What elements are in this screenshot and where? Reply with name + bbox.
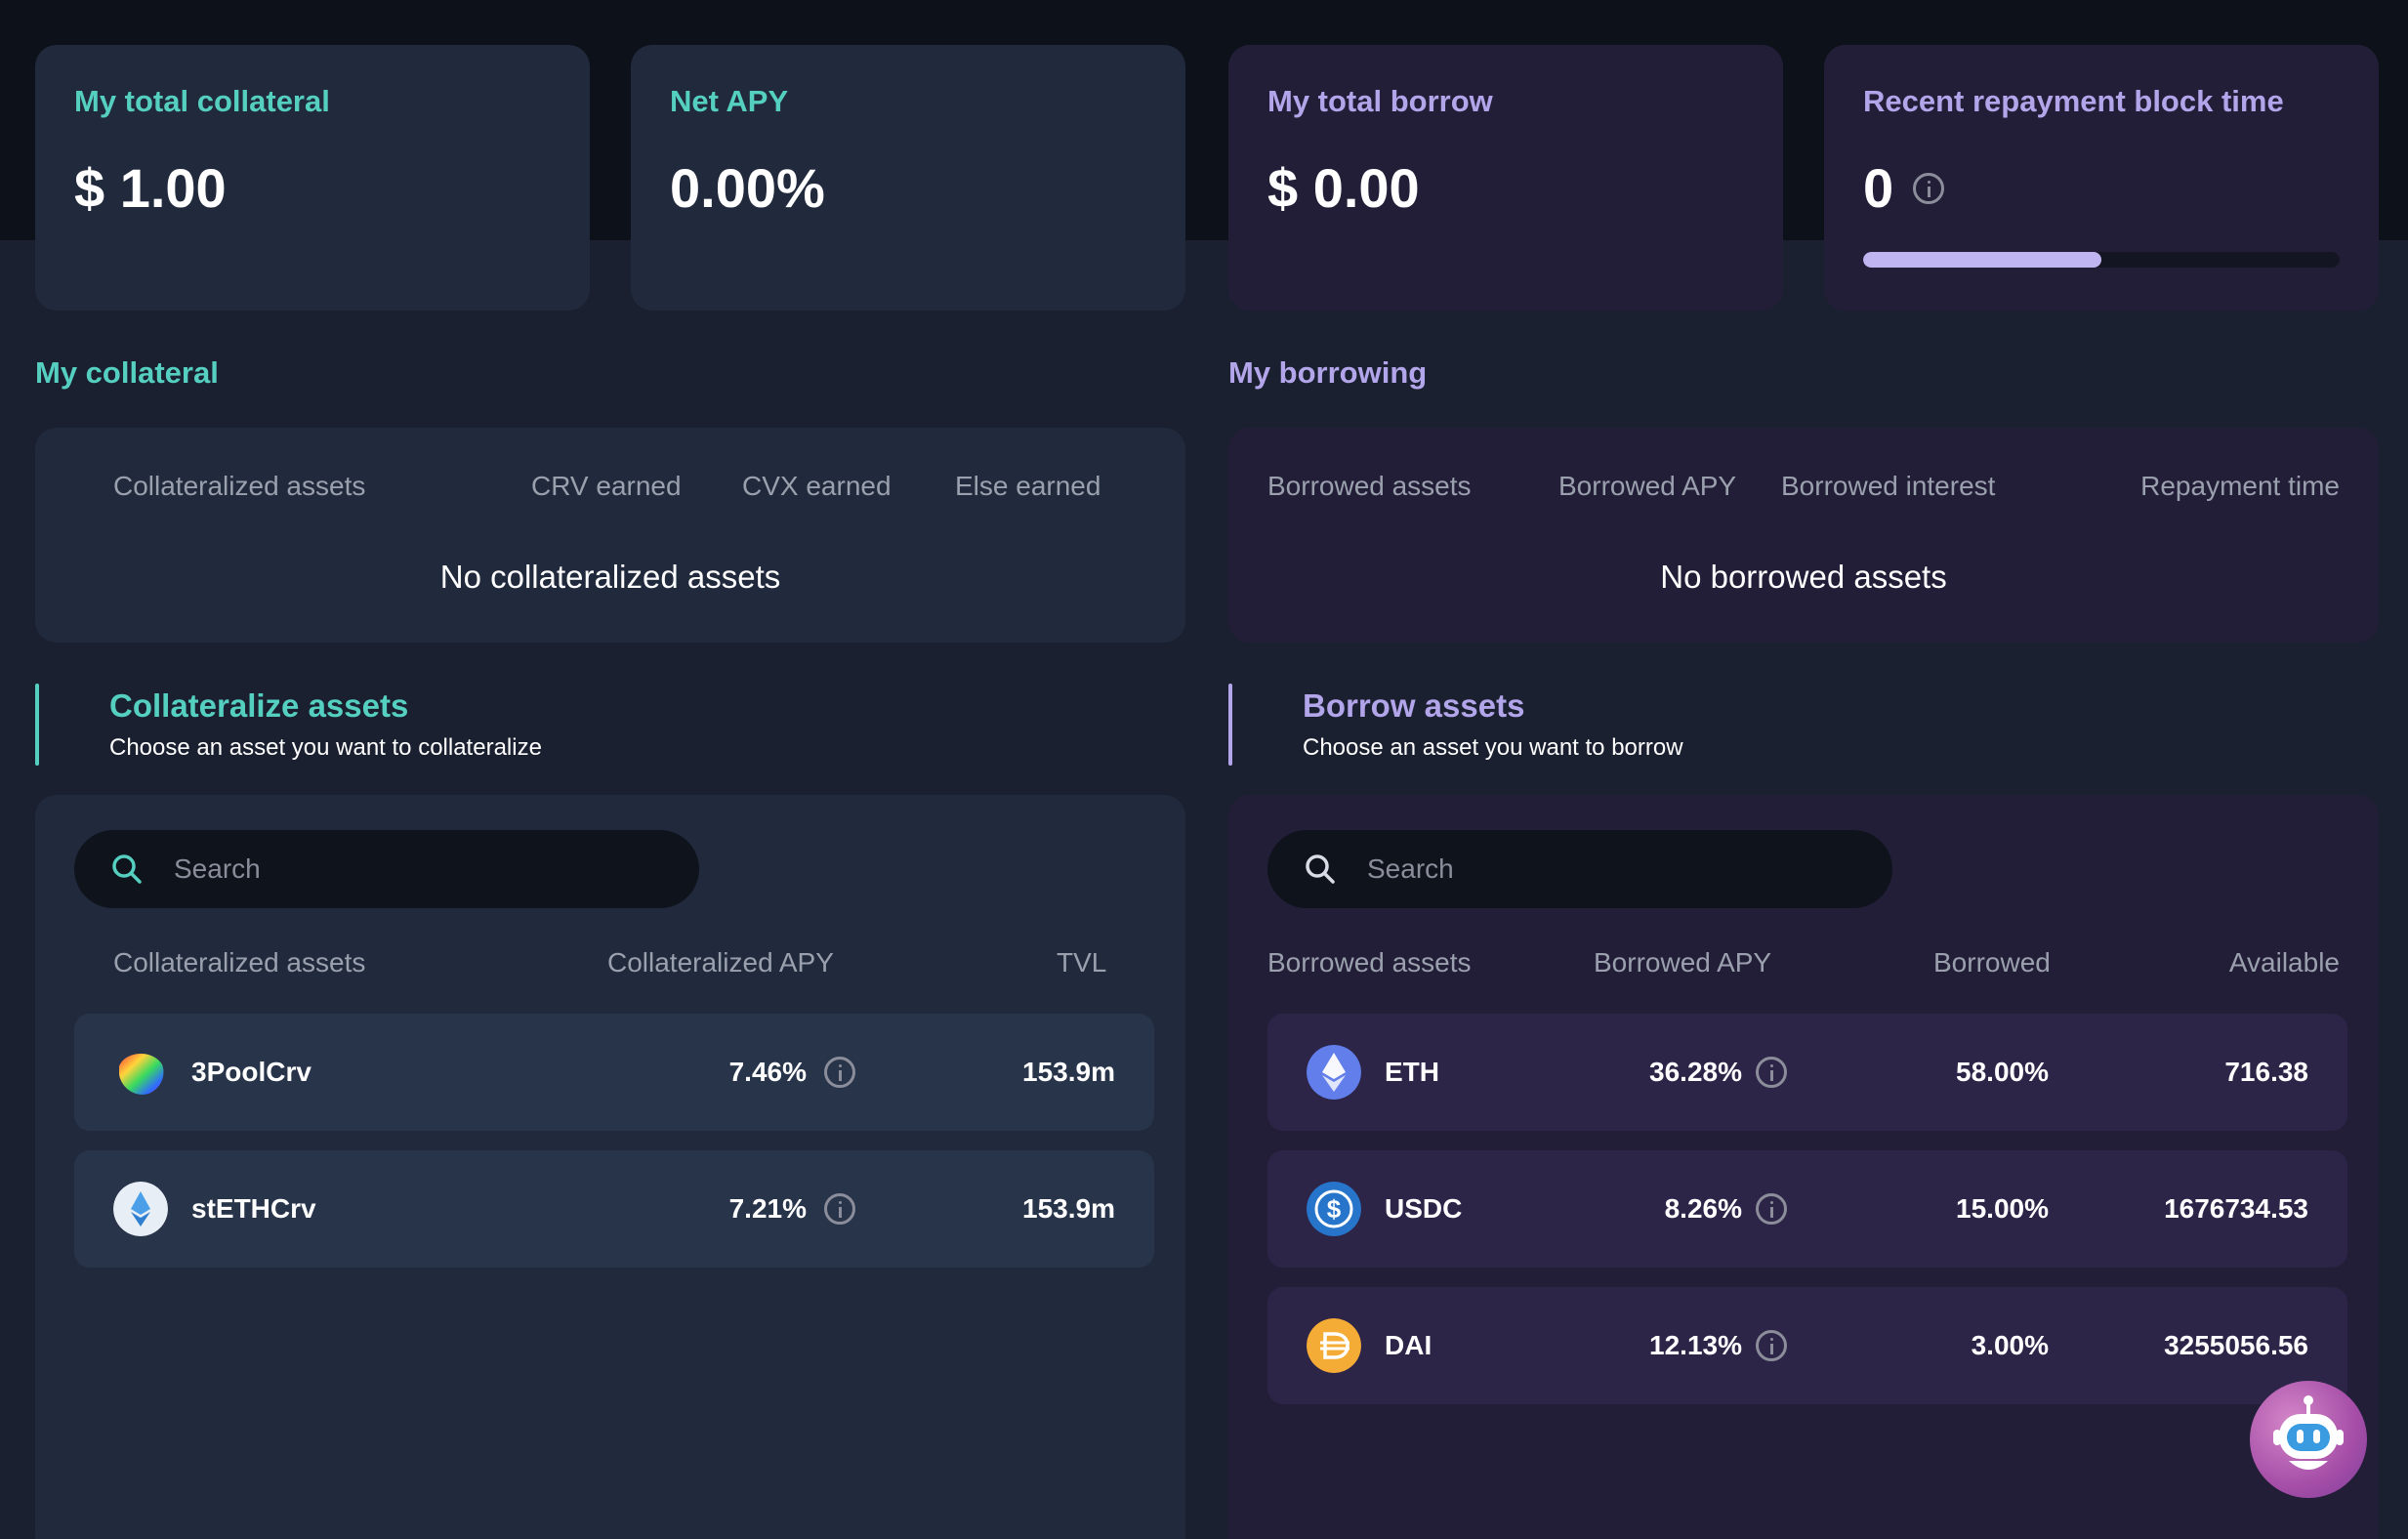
apy-value: 12.13% bbox=[1649, 1330, 1742, 1360]
total-borrow-card: My total borrow $ 0.00 bbox=[1228, 45, 1783, 311]
search-input[interactable] bbox=[174, 853, 643, 885]
net-apy-value: 0.00% bbox=[670, 157, 825, 219]
repayment-label: Recent repayment block time bbox=[1863, 84, 2284, 118]
borrow-title: Borrow assets bbox=[1303, 687, 1525, 724]
info-icon[interactable] bbox=[1756, 1057, 1787, 1088]
borrow-search-box[interactable] bbox=[1267, 830, 1892, 908]
column-header: Collateralized assets bbox=[113, 471, 366, 501]
tvl-value: 153.9m bbox=[1022, 1057, 1115, 1087]
repayment-card: Recent repayment block time 0 bbox=[1824, 45, 2379, 311]
column-header: TVL bbox=[1057, 947, 1107, 977]
search-icon bbox=[112, 854, 142, 884]
borrow-asset-row[interactable]: ETH 36.28% 58.00% 716.38 bbox=[1267, 1014, 2347, 1131]
my-borrowing-panel: Borrowed assets Borrowed APY Borrowed in… bbox=[1228, 428, 2379, 643]
available-value: 716.38 bbox=[2224, 1057, 2308, 1087]
column-header: CRV earned bbox=[531, 471, 682, 501]
collateral-search-box[interactable] bbox=[74, 830, 699, 908]
column-header: Repayment time bbox=[2140, 471, 2340, 501]
column-header: Else earned bbox=[955, 471, 1101, 501]
info-icon[interactable] bbox=[1756, 1330, 1787, 1361]
column-header: Collateralized APY bbox=[607, 947, 834, 977]
asset-name: stETHCrv bbox=[191, 1193, 316, 1224]
column-header: Borrowed APY bbox=[1558, 471, 1737, 501]
dai-icon bbox=[1307, 1318, 1361, 1373]
column-header: Borrowed bbox=[1933, 947, 2051, 977]
available-value: 1676734.53 bbox=[2164, 1193, 2308, 1224]
column-header: Borrowed assets bbox=[1267, 471, 1472, 501]
info-icon[interactable] bbox=[824, 1193, 855, 1225]
info-icon[interactable] bbox=[824, 1057, 855, 1088]
my-borrowing-title: My borrowing bbox=[1228, 355, 1428, 390]
apy-value: 7.46% bbox=[728, 1057, 807, 1087]
search-input[interactable] bbox=[1367, 853, 1836, 885]
asset-name: DAI bbox=[1385, 1330, 1432, 1360]
total-borrow-value: $ 0.00 bbox=[1267, 157, 1420, 219]
borrowed-value: 58.00% bbox=[1956, 1057, 2049, 1087]
collateralize-title: Collateralize assets bbox=[109, 687, 409, 724]
total-collateral-value: $ 1.00 bbox=[74, 157, 227, 219]
robot-icon bbox=[2273, 1395, 2344, 1470]
eth-icon bbox=[1307, 1045, 1361, 1100]
column-header: Borrowed interest bbox=[1781, 471, 1996, 501]
assistant-bot-button[interactable] bbox=[2250, 1381, 2367, 1498]
column-header: Borrowed APY bbox=[1594, 947, 1772, 977]
column-header: Collateralized assets bbox=[113, 947, 366, 977]
asset-name: ETH bbox=[1385, 1057, 1439, 1087]
asset-name: 3PoolCrv bbox=[191, 1057, 311, 1087]
accent-bar bbox=[35, 684, 39, 766]
usdc-icon: $ bbox=[1307, 1182, 1361, 1236]
total-borrow-label: My total borrow bbox=[1267, 84, 1493, 118]
apy-value: 36.28% bbox=[1649, 1057, 1742, 1087]
my-collateral-title: My collateral bbox=[35, 355, 219, 390]
tvl-value: 153.9m bbox=[1022, 1193, 1115, 1224]
borrowed-value: 3.00% bbox=[1971, 1330, 2049, 1360]
borrow-asset-row[interactable]: $ USDC 8.26% 15.00% 1676734.53 bbox=[1267, 1150, 2347, 1268]
asset-name: USDC bbox=[1385, 1193, 1463, 1224]
total-collateral-card: My total collateral $ 1.00 bbox=[35, 45, 590, 311]
info-icon[interactable] bbox=[1756, 1193, 1787, 1225]
borrow-asset-row[interactable]: DAI 12.13% 3.00% 3255056.56 bbox=[1267, 1287, 2347, 1404]
column-header: Borrowed assets bbox=[1267, 947, 1472, 977]
repayment-progress-fill bbox=[1863, 252, 2101, 268]
column-header: Available bbox=[2228, 947, 2340, 977]
apy-value: 7.21% bbox=[728, 1193, 807, 1224]
available-value: 3255056.56 bbox=[2164, 1330, 2308, 1360]
borrow-subtitle: Choose an asset you want to borrow bbox=[1303, 734, 1683, 761]
svg-text:$: $ bbox=[1327, 1194, 1342, 1224]
collateral-asset-row[interactable]: stETHCrv 7.21% 153.9m bbox=[74, 1150, 1154, 1268]
column-header: CVX earned bbox=[742, 471, 892, 501]
repayment-progress-bar bbox=[1863, 252, 2340, 268]
empty-state-message: No collateralized assets bbox=[439, 559, 781, 595]
total-collateral-label: My total collateral bbox=[74, 84, 330, 118]
net-apy-card: Net APY 0.00% bbox=[631, 45, 1185, 311]
search-icon bbox=[1306, 854, 1335, 884]
empty-state-message: No borrowed assets bbox=[1660, 559, 1947, 595]
accent-bar bbox=[1228, 684, 1232, 766]
net-apy-label: Net APY bbox=[670, 84, 789, 118]
collateralize-subtitle: Choose an asset you want to collateraliz… bbox=[109, 734, 542, 761]
3poolcrv-rainbow-icon bbox=[113, 1045, 168, 1100]
collateral-asset-row[interactable]: 3PoolCrv 7.46% 153.9m bbox=[74, 1014, 1154, 1131]
borrowed-value: 15.00% bbox=[1956, 1193, 2049, 1224]
repayment-value: 0 bbox=[1863, 157, 1894, 219]
info-icon[interactable] bbox=[1913, 172, 1945, 204]
steth-drop-icon bbox=[113, 1182, 168, 1236]
my-collateral-panel: Collateralized assets CRV earned CVX ear… bbox=[35, 428, 1185, 643]
apy-value: 8.26% bbox=[1664, 1193, 1742, 1224]
